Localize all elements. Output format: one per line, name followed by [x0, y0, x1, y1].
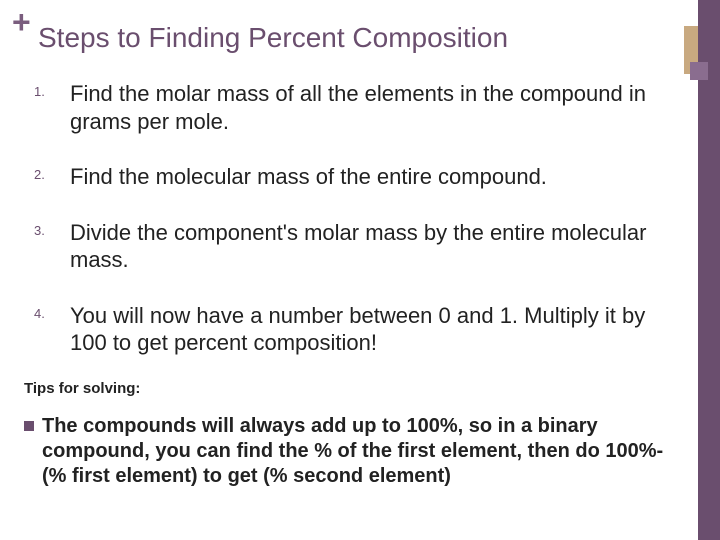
- page-title: Steps to Finding Percent Composition: [38, 22, 508, 54]
- steps-list: 1. Find the molar mass of all the elemen…: [34, 80, 654, 385]
- bullet-icon: [24, 421, 34, 431]
- step-text: Find the molar mass of all the elements …: [70, 80, 654, 135]
- step-item: 2. Find the molecular mass of the entire…: [34, 163, 654, 191]
- step-item: 4. You will now have a number between 0 …: [34, 302, 654, 357]
- tips-label: Tips for solving:: [24, 380, 140, 397]
- step-number: 2.: [34, 163, 70, 191]
- tip-item: The compounds will always add up to 100%…: [24, 414, 674, 489]
- step-item: 1. Find the molar mass of all the elemen…: [34, 80, 654, 135]
- sidebar-accent-bar: [698, 0, 720, 540]
- step-number: 3.: [34, 219, 70, 274]
- tip-text: The compounds will always add up to 100%…: [42, 414, 674, 489]
- plus-icon: +: [12, 6, 31, 38]
- accent-block-mauve: [690, 62, 708, 80]
- step-text: Find the molecular mass of the entire co…: [70, 163, 547, 191]
- step-text: You will now have a number between 0 and…: [70, 302, 654, 357]
- step-number: 1.: [34, 80, 70, 135]
- step-item: 3. Divide the component's molar mass by …: [34, 219, 654, 274]
- step-text: Divide the component's molar mass by the…: [70, 219, 654, 274]
- step-number: 4.: [34, 302, 70, 357]
